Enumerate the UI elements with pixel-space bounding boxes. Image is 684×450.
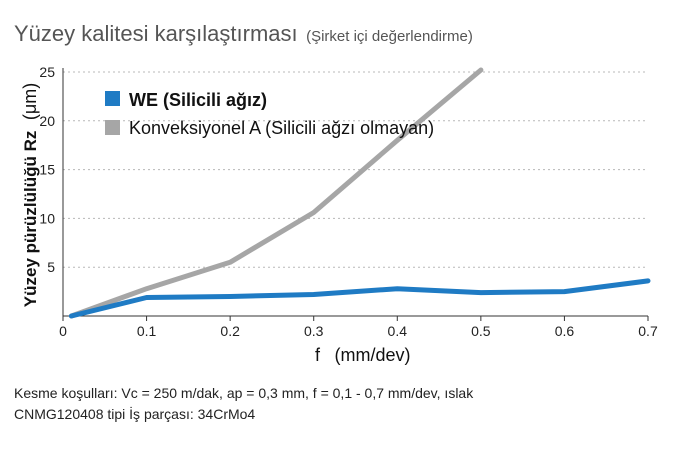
series-line-we (68, 278, 651, 319)
x-tick-label: 0.7 (638, 323, 658, 339)
x-tick-label: 0 (59, 323, 67, 339)
axis-layer (62, 68, 649, 321)
y-tick-label: 20 (39, 113, 55, 129)
y-axis-unit: (μm) (20, 83, 40, 120)
chart-subtitle: (Şirket içi değerlendirme) (306, 28, 473, 45)
y-tick-label: 25 (39, 64, 55, 80)
x-axis-label: f (mm/dev) (315, 345, 410, 365)
tick-layer: 0 0.1 0.2 0.3 0.4 0.5 0.6 0.7 5 10 15 20 25 (39, 64, 658, 339)
y-axis-label: Yüzey pürüzlülüğü Rz (μm) (20, 83, 40, 307)
y-tick-label: 10 (39, 210, 55, 226)
legend-label-we: WE (Silicili ağız) (129, 90, 267, 110)
x-tick-label: 0.4 (388, 323, 408, 339)
chart-title-main: Yüzey kalitesi karşılaştırması (14, 21, 298, 46)
x-tick-label: 0.3 (304, 323, 324, 339)
series-line-conventional (68, 67, 484, 319)
x-tick-label: 0.6 (555, 323, 575, 339)
legend-swatch-conventional (105, 120, 120, 135)
y-tick-label: 15 (39, 162, 55, 178)
footnote-line-2: CNMG120408 tipi İş parçası: 34CrMo4 (14, 405, 255, 422)
legend: WE (Silicili ağız) Konveksiyonel A (Sili… (105, 90, 434, 138)
chart-title: Yüzey kalitesi karşılaştırması (Şirket i… (14, 21, 473, 46)
legend-swatch-we (105, 91, 120, 106)
legend-label-conventional: Konveksiyonel A (Silicili ağzı olmayan) (129, 118, 434, 138)
x-tick-label: 0.2 (220, 323, 240, 339)
x-axis-symbol: f (315, 345, 321, 365)
y-axis-title: Yüzey pürüzlülüğü Rz (21, 131, 40, 308)
series-layer (68, 67, 651, 319)
x-tick-label: 0.5 (471, 323, 491, 339)
x-tick-label: 0.1 (137, 323, 157, 339)
footnote-line-1: Kesme koşulları: Vc = 250 m/dak, ap = 0,… (14, 385, 474, 401)
x-axis-unit: (mm/dev) (334, 345, 410, 365)
y-tick-label: 5 (47, 259, 55, 275)
